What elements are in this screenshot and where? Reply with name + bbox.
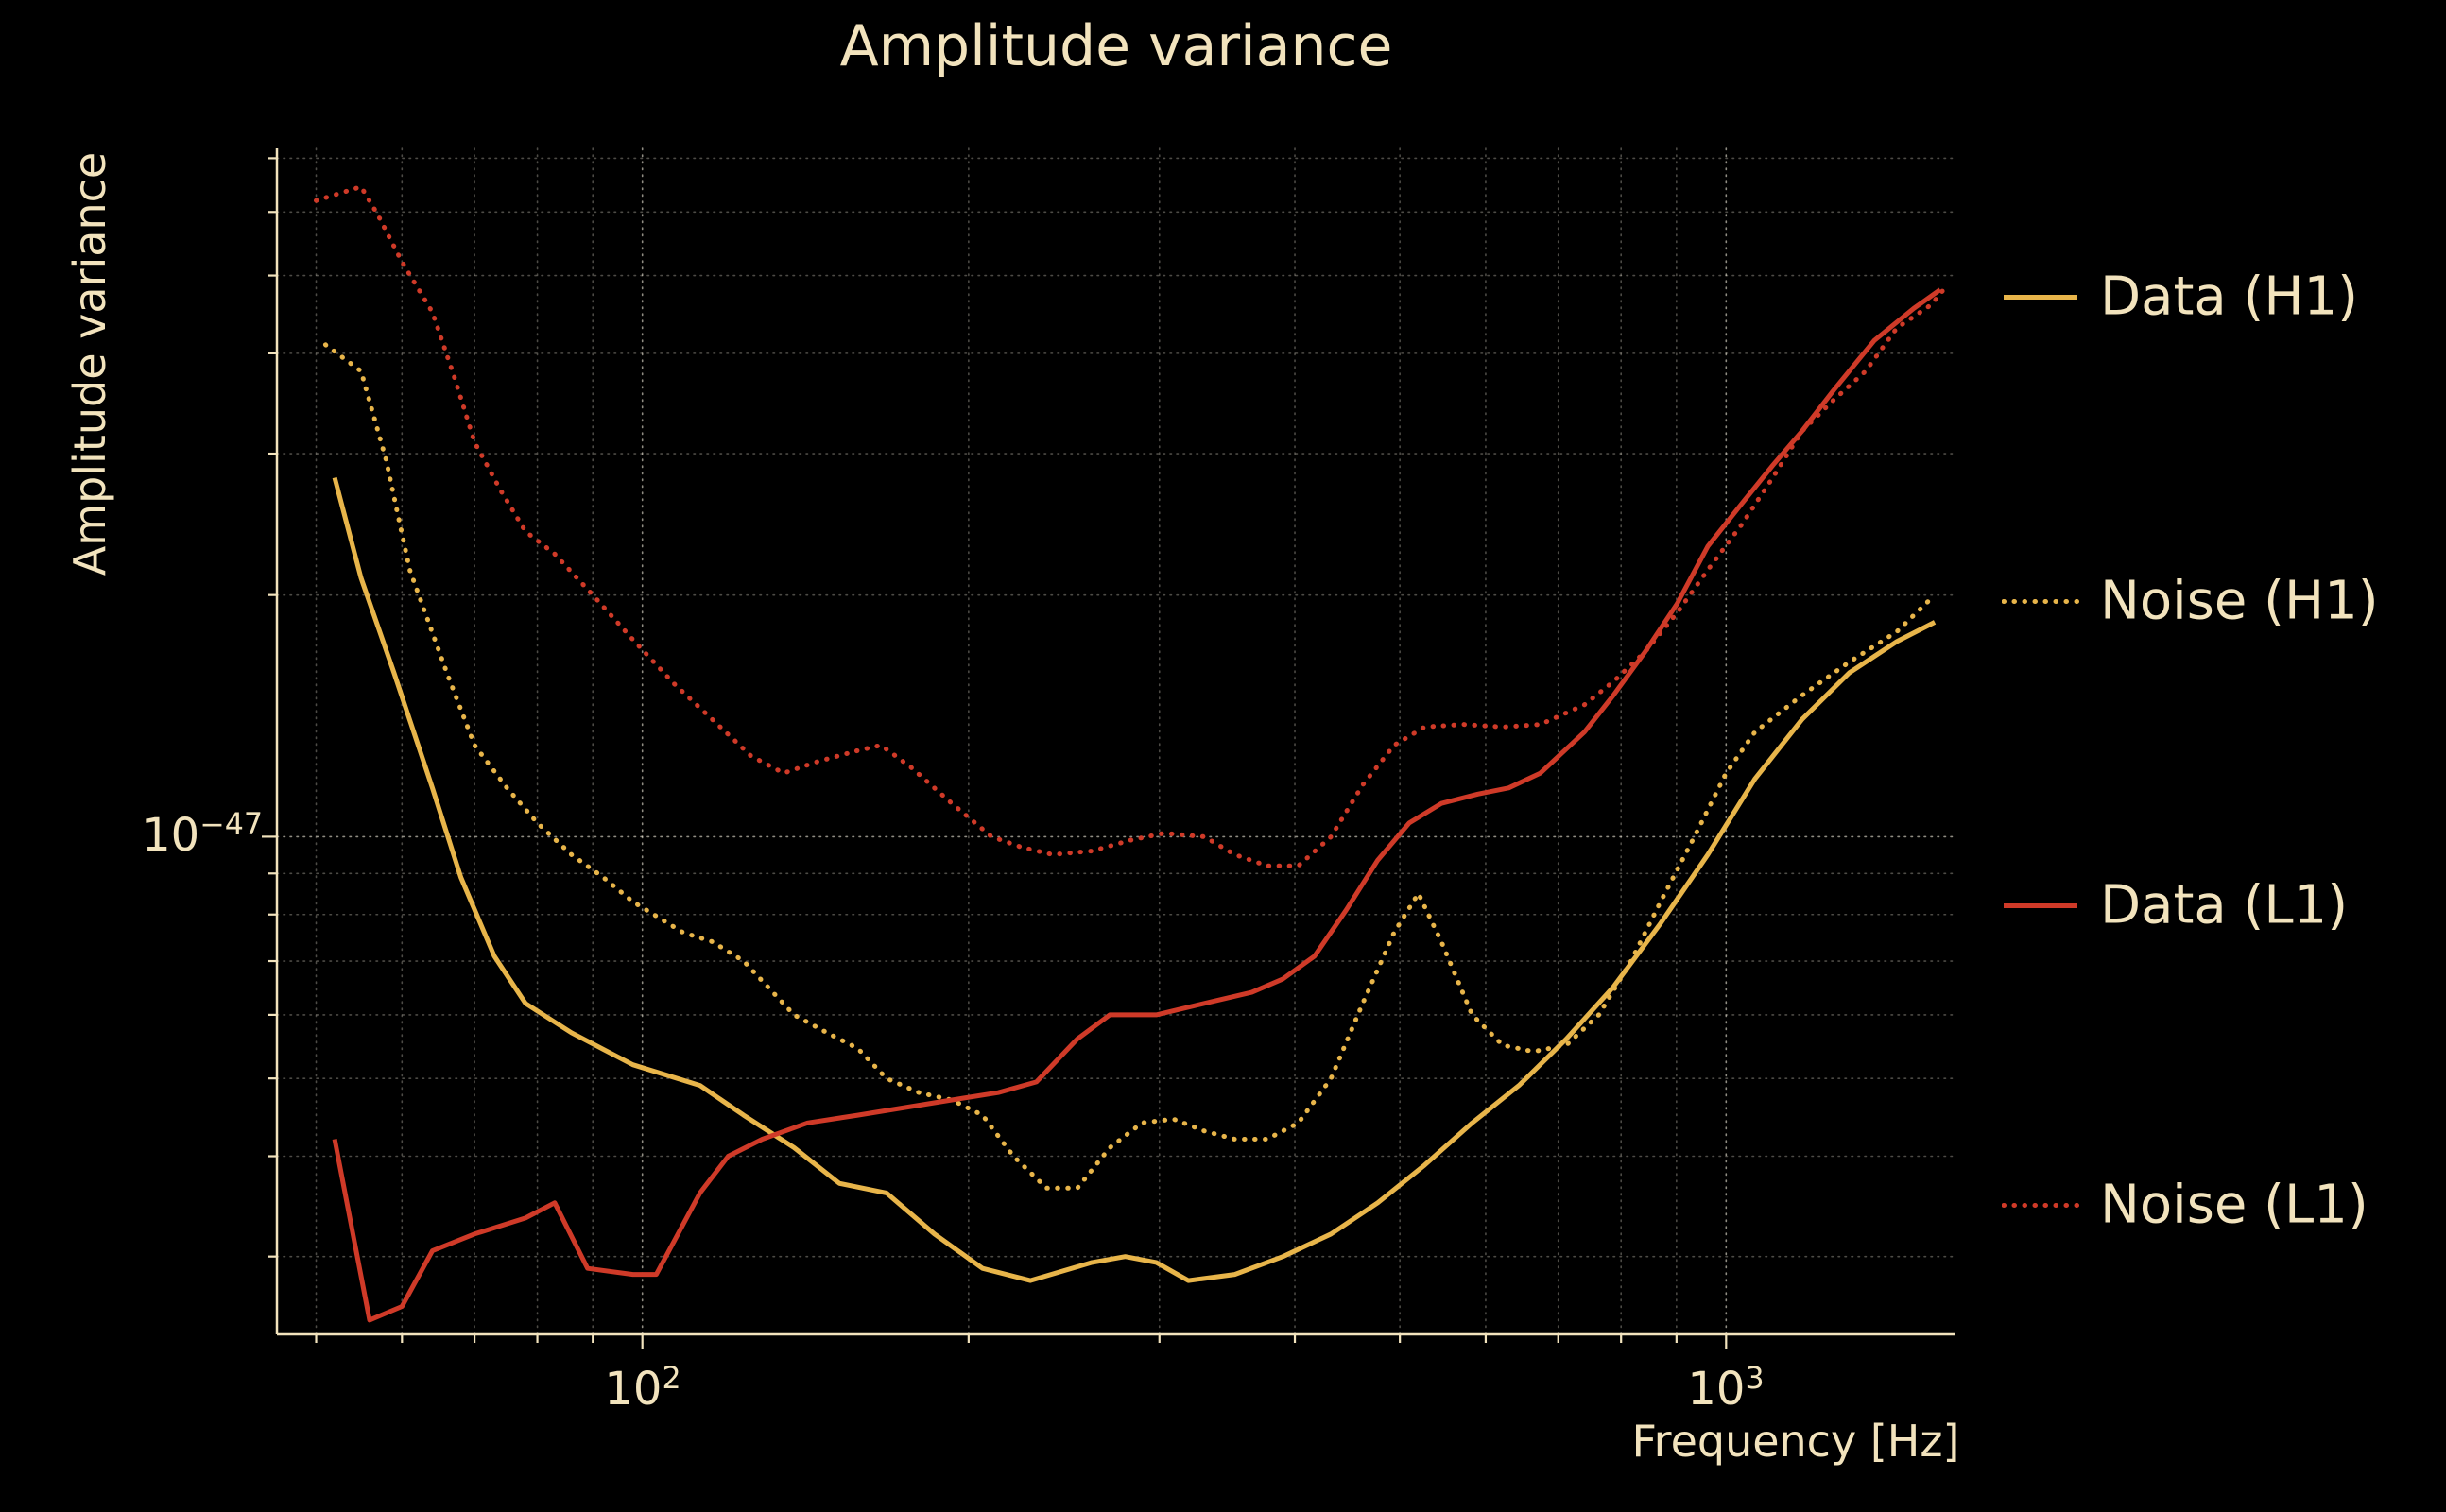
legend-line-data-h1-icon: [2004, 294, 2077, 300]
legend-label-data-h1: Data (H1): [2100, 266, 2358, 328]
chart-title: Amplitude variance: [839, 13, 1393, 79]
x-tick-base: 10: [604, 1363, 663, 1416]
legend-label-data-l1: Data (L1): [2100, 874, 2349, 936]
series-line-noise-l1: [314, 184, 1946, 868]
series-line-noise-h1: [322, 342, 1938, 1191]
x-tick-label-1000: 103: [1687, 1363, 1764, 1416]
legend-label-noise-l1: Noise (L1): [2100, 1174, 2368, 1236]
y-tick-exponent: −47: [199, 808, 263, 842]
legend-item-noise-l1: Noise (L1): [2002, 1175, 2368, 1236]
x-tick-label-100: 102: [604, 1363, 680, 1416]
y-tick-base: 10: [142, 809, 200, 862]
x-tick-base: 10: [1687, 1363, 1746, 1416]
y-tick-label-1e-47: 10−47: [142, 809, 263, 862]
legend-line-noise-h1-icon: [2002, 598, 2079, 604]
x-tick-exponent: 3: [1745, 1362, 1765, 1396]
series-line-data-h1: [332, 476, 1937, 1283]
series-line-data-l1: [332, 287, 1942, 1323]
x-tick-exponent: 2: [662, 1362, 681, 1396]
x-axis-label: Frequency [Hz]: [1631, 1416, 1960, 1467]
legend-line-data-l1-icon: [2004, 902, 2077, 908]
legend-label-noise-h1: Noise (H1): [2100, 570, 2379, 632]
legend-line-noise-l1-icon: [2002, 1202, 2079, 1208]
legend-item-noise-h1: Noise (H1): [2002, 571, 2379, 632]
legend-item-data-l1: Data (L1): [2002, 875, 2348, 936]
legend-item-data-h1: Data (H1): [2002, 266, 2358, 328]
